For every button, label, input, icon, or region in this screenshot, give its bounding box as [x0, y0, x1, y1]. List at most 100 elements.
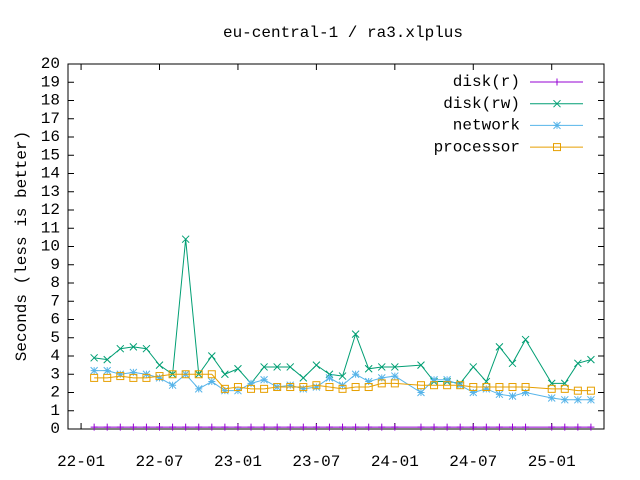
marker — [260, 384, 269, 393]
y-tick-label: 14 — [41, 165, 60, 183]
marker — [155, 372, 164, 381]
y-tick-label: 15 — [41, 146, 60, 164]
marker — [365, 423, 373, 431]
y-tick-label: 6 — [50, 311, 60, 329]
legend-label: processor — [434, 138, 520, 156]
marker — [116, 423, 124, 431]
marker — [417, 423, 425, 431]
y-tick-label: 7 — [50, 292, 60, 310]
marker — [207, 377, 216, 386]
marker — [207, 370, 216, 379]
marker — [417, 388, 425, 397]
marker — [325, 374, 334, 382]
marker — [443, 375, 451, 384]
marker — [560, 395, 569, 404]
legend-label: disk(r) — [453, 73, 520, 91]
marker — [156, 423, 164, 431]
marker — [443, 381, 452, 390]
marker — [247, 423, 255, 431]
marker — [260, 363, 268, 371]
y-tick-label: 0 — [50, 420, 60, 438]
marker — [456, 381, 465, 390]
marker — [103, 373, 112, 382]
marker — [495, 423, 503, 431]
y-tick-label: 16 — [41, 128, 60, 146]
marker — [312, 381, 321, 390]
y-tick-label: 13 — [41, 183, 60, 201]
marker — [364, 383, 373, 392]
marker — [247, 384, 256, 393]
marker — [286, 363, 295, 371]
marker — [587, 423, 595, 431]
legend-label: disk(rw) — [443, 95, 520, 113]
marker — [482, 384, 491, 393]
x-tick-label: 23-07 — [292, 453, 340, 471]
marker — [90, 423, 98, 431]
marker — [221, 423, 229, 431]
y-tick-label: 17 — [41, 110, 60, 128]
marker — [586, 386, 595, 395]
marker — [495, 343, 504, 351]
marker — [561, 423, 569, 431]
series-line — [94, 373, 591, 392]
x-tick-label: 25-01 — [528, 453, 576, 471]
marker — [168, 370, 177, 379]
marker — [299, 384, 308, 393]
marker — [325, 370, 334, 379]
marker — [469, 423, 477, 431]
marker — [155, 361, 164, 369]
marker — [548, 423, 556, 431]
marker — [221, 386, 229, 395]
marker — [574, 359, 582, 368]
marker — [390, 379, 399, 388]
y-tick-label: 10 — [41, 238, 60, 256]
y-tick-label: 19 — [41, 73, 60, 91]
marker — [299, 374, 308, 382]
marker — [521, 383, 530, 392]
marker — [495, 383, 504, 392]
marker — [338, 384, 347, 393]
marker — [312, 423, 320, 431]
marker — [587, 355, 595, 364]
marker — [430, 381, 439, 390]
marker — [260, 423, 268, 431]
marker — [155, 374, 164, 382]
marker — [247, 379, 255, 388]
y-tick-label: 20 — [41, 55, 60, 73]
y-tick-label: 5 — [50, 329, 60, 347]
marker — [338, 372, 347, 380]
y-tick-label: 4 — [50, 347, 60, 365]
marker — [430, 423, 438, 431]
chart-title: eu-central-1 / ra3.xlplus — [223, 24, 463, 42]
marker — [90, 366, 98, 375]
marker — [273, 363, 282, 371]
marker — [553, 99, 561, 108]
y-axis-label: Seconds (less is better) — [13, 131, 31, 361]
marker — [495, 390, 504, 399]
marker — [482, 423, 490, 431]
y-tick-label: 9 — [50, 256, 60, 274]
marker — [456, 423, 464, 431]
marker — [587, 395, 595, 404]
marker — [547, 394, 556, 402]
marker — [521, 335, 530, 344]
marker — [339, 423, 347, 431]
marker — [390, 363, 399, 371]
marker — [416, 381, 425, 390]
x-tick-label: 24-01 — [371, 453, 419, 471]
marker — [129, 343, 138, 351]
marker — [560, 384, 569, 393]
marker — [116, 344, 125, 353]
marker — [234, 423, 242, 431]
marker — [142, 344, 151, 353]
marker — [103, 366, 112, 375]
y-tick-label: 12 — [41, 201, 60, 219]
marker — [207, 352, 216, 360]
marker — [90, 373, 99, 382]
marker — [469, 363, 478, 371]
marker — [469, 383, 478, 392]
marker — [508, 359, 517, 368]
marker — [129, 373, 138, 382]
